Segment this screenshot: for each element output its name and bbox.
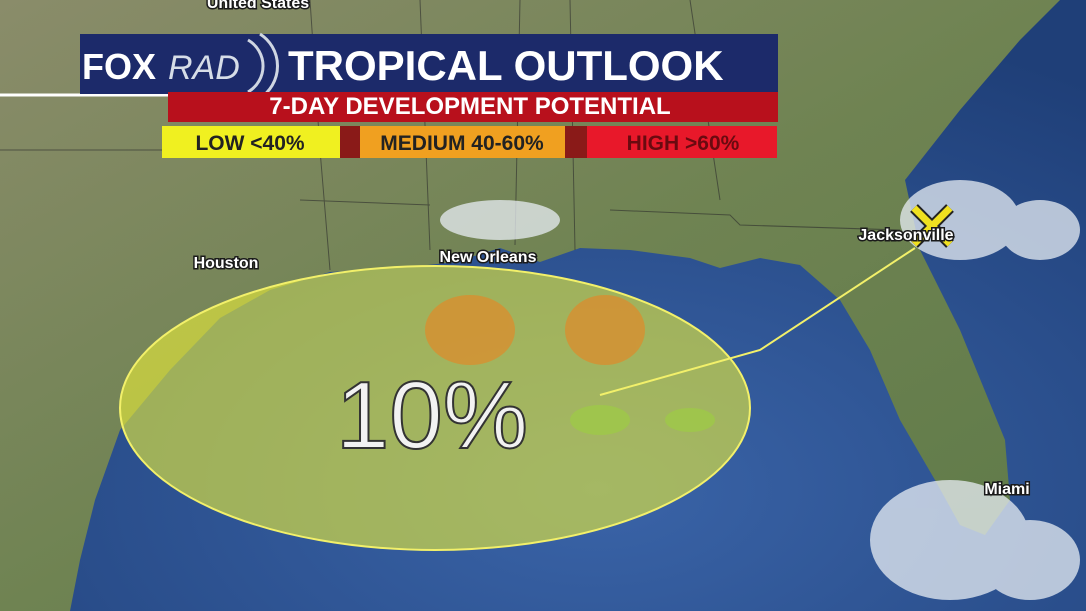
track-line bbox=[599, 247, 916, 396]
legend-separator bbox=[340, 126, 360, 158]
legend-separator bbox=[565, 126, 587, 158]
probability-label: 10% bbox=[336, 362, 528, 469]
title-bar bbox=[80, 34, 778, 94]
radar-echoes bbox=[425, 295, 715, 435]
storm-marker bbox=[910, 204, 954, 248]
logo-rad: RAD bbox=[168, 49, 240, 87]
legend-high: HIGH >60% bbox=[627, 132, 740, 155]
legend-low-swatch bbox=[162, 126, 340, 158]
city-label: Miami bbox=[984, 481, 1029, 498]
legend-medium: MEDIUM 40-60% bbox=[380, 132, 544, 155]
subtitle-bar bbox=[168, 92, 778, 122]
logo-fox: FOX bbox=[82, 46, 156, 87]
legend-low: LOW <40% bbox=[195, 132, 304, 155]
city-label: Houston bbox=[194, 255, 259, 272]
legend-high-swatch bbox=[587, 126, 777, 158]
city-label: Jacksonville bbox=[858, 227, 953, 244]
legend-medium-swatch bbox=[360, 126, 565, 158]
city-label: New Orleans bbox=[440, 249, 537, 266]
country-label: United States bbox=[207, 0, 309, 12]
clouds bbox=[440, 180, 1080, 600]
subtitle: 7-DAY DEVELOPMENT POTENTIAL bbox=[269, 93, 670, 120]
title: TROPICAL OUTLOOK bbox=[288, 42, 724, 89]
